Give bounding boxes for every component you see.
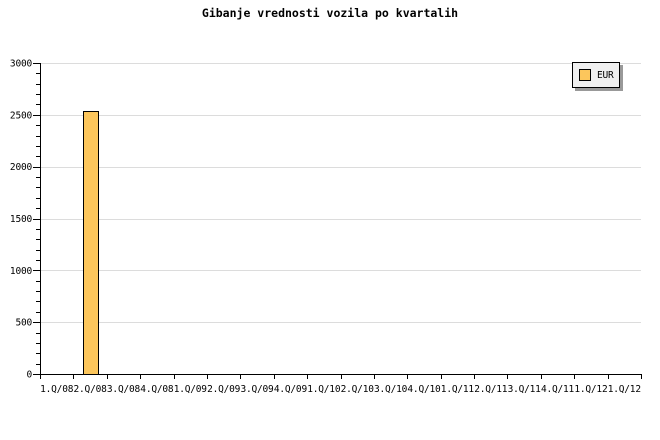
x-tick-label: 1.Q/12 [574, 384, 607, 395]
y-tick-label: 500 [15, 318, 32, 329]
legend-label: EUR [597, 69, 614, 81]
x-tick-label: 1.Q/08 [40, 384, 74, 395]
legend: EUR [572, 62, 620, 88]
gridlines [40, 63, 641, 323]
x-tick-label: 2.Q/09 [207, 384, 241, 395]
legend-swatch [579, 69, 591, 81]
axes [33, 63, 642, 379]
x-tick-label: 4.Q/10 [407, 384, 441, 395]
x-tick-label: 2.Q/11 [474, 384, 508, 395]
x-tick-label: 3.Q/09 [240, 384, 274, 395]
x-tick-label: 3.Q/11 [508, 384, 542, 395]
y-tick-label: 2000 [10, 162, 33, 173]
x-tick-label: 4.Q/11 [541, 384, 575, 395]
chart-title: Gibanje vrednosti vozila po kvartalih [201, 6, 459, 20]
x-tick-label: 4.Q/09 [274, 384, 308, 395]
y-tick-label: 0 [26, 370, 32, 381]
x-tick-label: 3.Q/08 [107, 384, 141, 395]
y-tick-label: 1000 [10, 266, 33, 277]
x-tick-label: 1.Q/12 [608, 384, 641, 395]
x-tick-label: 1.Q/11 [441, 384, 475, 395]
x-tick-label: 3.Q/10 [374, 384, 408, 395]
x-tick-label: 2.Q/10 [341, 384, 375, 395]
x-tick-label: 2.Q/08 [74, 384, 108, 395]
y-tick-label: 3000 [10, 59, 33, 70]
x-tick-label: 1.Q/09 [174, 384, 208, 395]
y-tick-label: 1500 [10, 214, 33, 225]
bars [83, 111, 99, 375]
x-tick-label: 1.Q/10 [307, 384, 341, 395]
x-tick-label: 4.Q/08 [140, 384, 174, 395]
bar [83, 111, 99, 375]
y-tick-label: 2500 [10, 110, 33, 121]
